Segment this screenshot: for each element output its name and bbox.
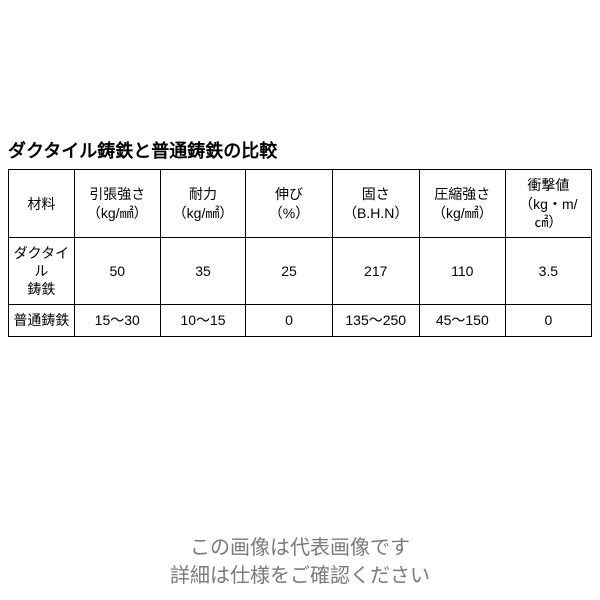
header-unit: （kg/㎟） <box>87 205 148 221</box>
header-unit: （kg/㎟） <box>432 205 493 221</box>
header-unit: （kg・m/㎠） <box>519 196 577 230</box>
header-yield: 耐力 （kg/㎟） <box>160 170 246 238</box>
row-label: ダクタイル 鋳鉄 <box>9 237 75 305</box>
cell-value: 15～30 <box>74 305 160 336</box>
header-tensile: 引張強さ （kg/㎟） <box>74 170 160 238</box>
row-label-line1: 普通鋳鉄 <box>13 312 69 328</box>
cell-value: 10～15 <box>160 305 246 336</box>
cell-value: 0 <box>246 305 332 336</box>
footer-area: この画像は代表画像です 詳細は仕様をご確認ください <box>0 474 600 600</box>
table-row: ダクタイル 鋳鉄 50 35 25 217 110 3.5 <box>9 237 592 305</box>
row-label-line1: ダクタイル <box>14 245 69 279</box>
table-header-row: 材料 引張強さ （kg/㎟） 耐力 （kg/㎟） 伸び （%） 固さ （B.H.… <box>9 170 592 238</box>
header-label: 耐力 <box>189 186 217 202</box>
header-label: 材料 <box>27 196 55 212</box>
footer-line1: この画像は代表画像です <box>0 534 600 562</box>
cell-value: 0 <box>505 305 591 336</box>
cell-value: 45～150 <box>419 305 505 336</box>
cell-value: 135～250 <box>332 305 419 336</box>
header-label: 圧縮強さ <box>434 186 490 202</box>
header-label: 引張強さ <box>89 186 145 202</box>
header-label: 固さ <box>362 186 390 202</box>
header-label: 伸び <box>275 186 303 202</box>
header-elongation: 伸び （%） <box>246 170 332 238</box>
header-hardness: 固さ （B.H.N） <box>332 170 419 238</box>
content-area: ダクタイル鋳鉄と普通鋳鉄の比較 材料 引張強さ （kg/㎟） 耐力 （kg/㎟）… <box>0 0 600 474</box>
footer-line2: 詳細は仕様をご確認ください <box>0 562 600 590</box>
cell-value: 35 <box>160 237 246 305</box>
header-unit: （B.H.N） <box>343 205 408 221</box>
cell-value: 50 <box>74 237 160 305</box>
cell-value: 25 <box>246 237 332 305</box>
row-label: 普通鋳鉄 <box>9 305 75 336</box>
header-compressive: 圧縮強さ （kg/㎟） <box>419 170 505 238</box>
comparison-table: 材料 引張強さ （kg/㎟） 耐力 （kg/㎟） 伸び （%） 固さ （B.H.… <box>8 169 592 336</box>
cell-value: 110 <box>419 237 505 305</box>
cell-value: 217 <box>332 237 419 305</box>
page-title: ダクタイル鋳鉄と普通鋳鉄の比較 <box>8 137 592 163</box>
table-row: 普通鋳鉄 15～30 10～15 0 135～250 45～150 0 <box>9 305 592 336</box>
header-impact: 衝撃値 （kg・m/㎠） <box>505 170 591 238</box>
header-material: 材料 <box>9 170 75 238</box>
header-unit: （%） <box>269 205 309 221</box>
header-unit: （kg/㎟） <box>173 205 234 221</box>
header-label: 衝撃値 <box>527 177 569 193</box>
row-label-line2: 鋳鉄 <box>27 281 55 297</box>
cell-value: 3.5 <box>505 237 591 305</box>
